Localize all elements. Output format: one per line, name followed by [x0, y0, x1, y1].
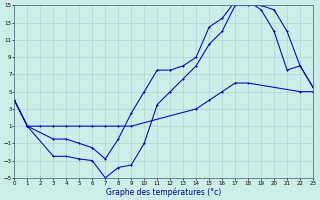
- X-axis label: Graphe des températures (°c): Graphe des températures (°c): [106, 187, 221, 197]
